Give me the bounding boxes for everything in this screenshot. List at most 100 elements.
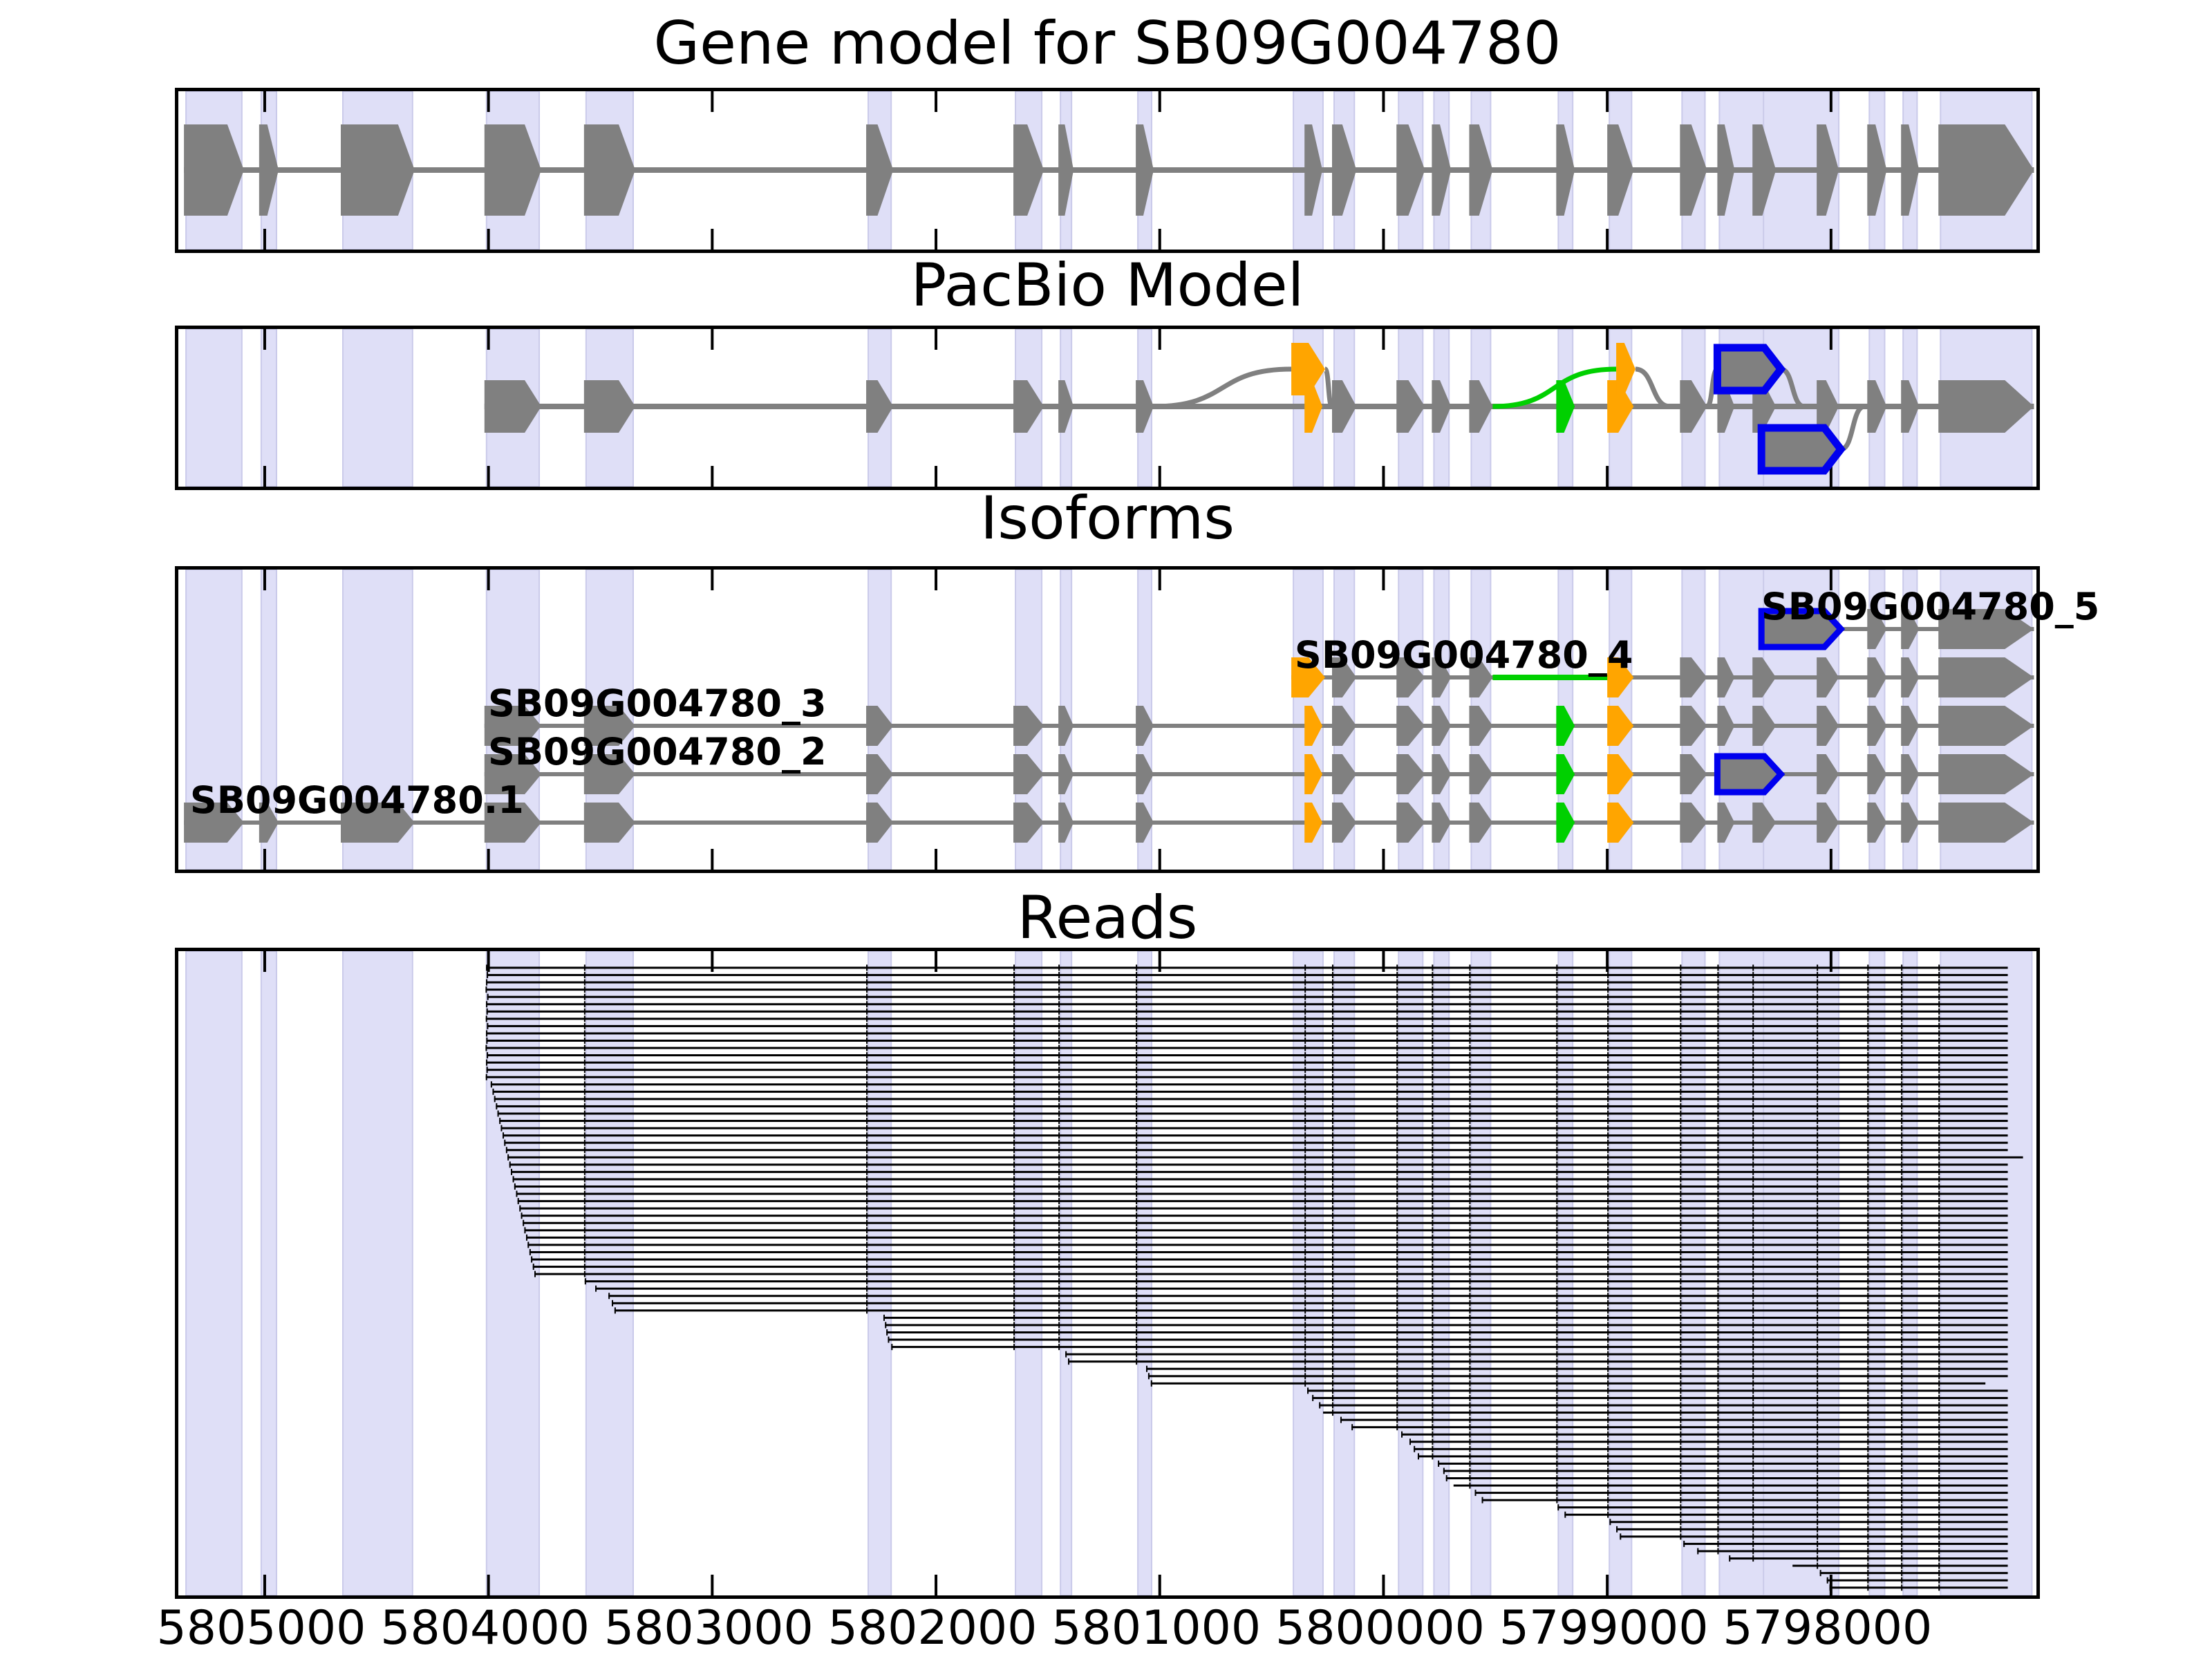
read-row xyxy=(1609,1519,2008,1526)
read-exon xyxy=(1752,1540,1754,1547)
read-exon xyxy=(1331,1154,1333,1161)
read-exon xyxy=(866,1183,868,1190)
read-row xyxy=(1417,1453,2008,1460)
read-exon xyxy=(1556,1329,1558,1335)
read-exon xyxy=(1432,1248,1434,1255)
read-line xyxy=(1351,1426,2008,1429)
read-row xyxy=(514,1183,2008,1190)
read-exon xyxy=(1817,1081,1819,1088)
gene-exon xyxy=(1556,124,1575,216)
read-exon xyxy=(1680,1219,1682,1226)
read-exon xyxy=(1717,1227,1719,1234)
read-exon xyxy=(1901,1526,1903,1533)
pacbio-exon xyxy=(1680,380,1707,433)
read-exon xyxy=(1817,1431,1819,1438)
read-exon xyxy=(1817,1424,1819,1431)
read-exon xyxy=(866,1052,868,1059)
read-exon xyxy=(1396,1015,1398,1022)
read-exon xyxy=(1817,1248,1819,1255)
read-exon xyxy=(1938,1555,1940,1562)
read-line xyxy=(1147,1375,2008,1378)
read-exon xyxy=(1752,1154,1754,1161)
read-exon xyxy=(1469,1409,1471,1416)
read-exon xyxy=(1680,1241,1682,1248)
read-exon xyxy=(1717,1110,1719,1117)
read-exon xyxy=(1304,1293,1306,1300)
read-exon xyxy=(1717,1438,1719,1445)
x-tick-label: 5805000 xyxy=(156,1601,366,1656)
read-exon xyxy=(1432,1278,1434,1285)
read-exon xyxy=(1717,1307,1719,1314)
read-exon xyxy=(1607,1118,1609,1125)
read-exon xyxy=(1607,1205,1609,1212)
read-exon xyxy=(1331,1219,1333,1226)
read-exon xyxy=(1817,1504,1819,1511)
x-tick-label: 5800000 xyxy=(1275,1601,1485,1656)
read-exon xyxy=(1817,1103,1819,1109)
read-exon xyxy=(1607,1387,1609,1394)
read-exon xyxy=(1396,972,1398,979)
read-exon xyxy=(1469,1161,1471,1168)
read-exon xyxy=(1607,972,1609,979)
read-exon xyxy=(1717,1125,1719,1132)
read-exon xyxy=(1607,1008,1609,1015)
read-exon xyxy=(1136,1248,1138,1255)
read-row xyxy=(1147,1373,2008,1380)
read-exon xyxy=(1938,1038,1940,1044)
read-exon xyxy=(1556,1394,1558,1401)
read-exon xyxy=(1556,1468,1558,1474)
read-exon xyxy=(1331,1038,1333,1044)
read-exon xyxy=(1469,1168,1471,1175)
read-exon xyxy=(1331,1241,1333,1248)
isoform-exon xyxy=(1867,706,1887,746)
read-exon xyxy=(1938,1008,1940,1015)
read-exon xyxy=(1752,1475,1754,1481)
read-exon xyxy=(866,1278,868,1285)
read-exon xyxy=(1136,1067,1138,1074)
read-line xyxy=(614,1309,2008,1312)
read-exon xyxy=(1717,1475,1719,1481)
read-exon xyxy=(1607,1015,1609,1022)
read-exon xyxy=(1680,1285,1682,1292)
read-exon xyxy=(1331,1022,1333,1029)
read-exon xyxy=(1817,1409,1819,1416)
read-exon xyxy=(1867,1183,1869,1190)
read-exon xyxy=(1469,1438,1471,1445)
read-exon xyxy=(1717,1468,1719,1474)
read-exon xyxy=(1556,1256,1558,1263)
read-exon xyxy=(866,1044,868,1051)
splice-arc xyxy=(1322,366,1335,409)
read-exon xyxy=(1817,1067,1819,1074)
read-row xyxy=(519,1205,2008,1212)
read-exon xyxy=(1938,1365,1940,1372)
read-exon xyxy=(1901,1402,1903,1409)
read-exon xyxy=(504,1139,506,1146)
read-line xyxy=(1443,1470,2008,1472)
read-exon xyxy=(1396,1176,1398,1183)
read-exon xyxy=(1136,1285,1138,1292)
read-exon xyxy=(1432,1096,1434,1103)
isoform-exon xyxy=(1304,754,1323,794)
read-exon xyxy=(1867,1482,1869,1489)
read-row xyxy=(888,1336,2008,1343)
read-exon xyxy=(1396,1190,1398,1197)
read-exon xyxy=(486,1038,488,1044)
read-exon xyxy=(1058,1022,1060,1029)
read-exon xyxy=(1013,1183,1015,1190)
read-exon xyxy=(1680,1314,1682,1321)
read-exon xyxy=(1938,1176,1940,1183)
read-exon xyxy=(866,1038,868,1044)
read-exon xyxy=(1752,1336,1754,1343)
read-row xyxy=(485,1044,2008,1051)
read-exon xyxy=(1938,1096,1940,1103)
read-row xyxy=(505,1147,2008,1154)
read-row xyxy=(886,1329,2008,1335)
gene-exon xyxy=(1396,124,1425,216)
read-row xyxy=(485,1015,2008,1022)
read-exon xyxy=(1752,1241,1754,1248)
novel-exon-blue xyxy=(1713,344,1786,395)
read-row xyxy=(486,964,2008,971)
read-row xyxy=(507,1154,2023,1161)
read-row xyxy=(529,1248,2008,1255)
read-exon xyxy=(1817,1314,1819,1321)
